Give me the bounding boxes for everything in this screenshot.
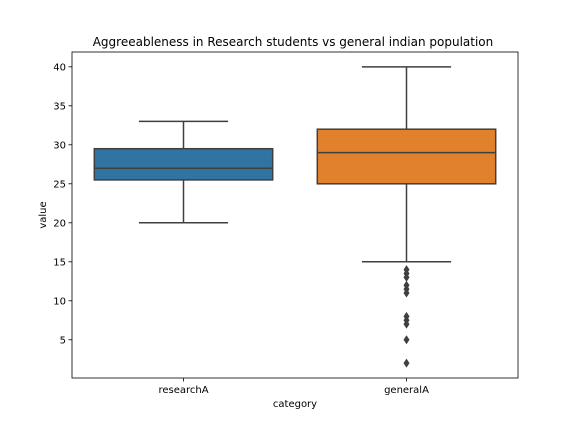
x-tick-label: generalA xyxy=(384,385,429,396)
y-tick-label: 25 xyxy=(53,179,66,190)
y-axis-label: value xyxy=(38,201,49,228)
y-axis: 5 10 15 20 25 30 35 40 xyxy=(53,62,72,346)
plot-area-frame xyxy=(71,51,519,379)
y-tick-label: 15 xyxy=(53,257,66,268)
x-axis: researchA generalA xyxy=(158,378,429,396)
outlier-point xyxy=(403,358,410,368)
chart-title: Aggreeableness in Research students vs g… xyxy=(93,35,494,49)
outlier-point xyxy=(403,319,410,329)
y-tick-label: 35 xyxy=(53,101,66,112)
box-series xyxy=(93,66,497,368)
outlier-point xyxy=(403,272,410,282)
iqr-box xyxy=(93,147,274,181)
outlier-point xyxy=(403,288,410,298)
outlier-point xyxy=(403,335,410,345)
x-tick-label: researchA xyxy=(158,385,208,396)
y-tick-label: 40 xyxy=(53,62,66,73)
iqr-box xyxy=(316,128,497,185)
y-tick-label: 10 xyxy=(53,296,66,307)
box-researchA xyxy=(93,120,274,224)
y-tick-label: 30 xyxy=(53,140,66,151)
y-tick-label: 5 xyxy=(60,335,66,346)
y-tick-label: 20 xyxy=(53,218,66,229)
x-axis-label: category xyxy=(273,399,317,410)
box-generalA xyxy=(316,66,497,368)
